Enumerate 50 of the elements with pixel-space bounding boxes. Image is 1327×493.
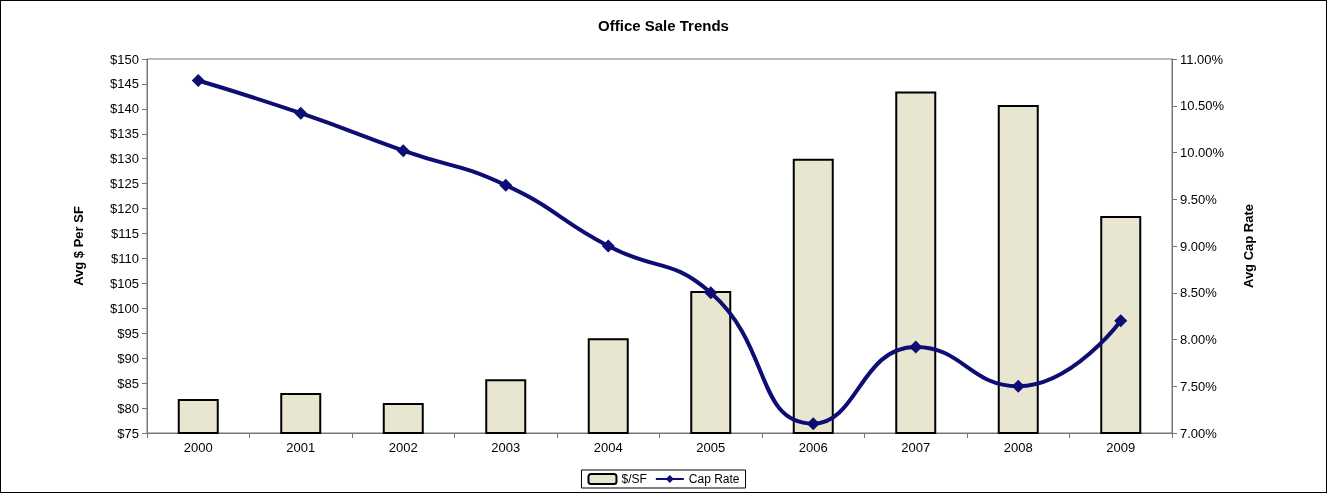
y2-tick-label: 7.50% — [1180, 378, 1218, 394]
point — [1114, 314, 1128, 328]
y2-tick-label: 10.50% — [1180, 98, 1225, 114]
x-tick-label: 2002 — [388, 440, 418, 455]
legend-label: Cap Rate — [688, 472, 740, 486]
y-tick-label: $80 — [117, 400, 139, 416]
point — [601, 239, 615, 253]
y-tick-label: $120 — [110, 201, 139, 217]
y-tick-label: $110 — [111, 250, 139, 266]
point — [806, 417, 820, 431]
point — [396, 144, 410, 158]
y2-tick-label: 11.00% — [1180, 51, 1224, 67]
y2-tick-label: 8.50% — [1180, 285, 1218, 301]
x-tick-label: 2003 — [491, 440, 521, 455]
x-tick-label: 2000 — [183, 440, 213, 455]
y2-tick-label: 8.00% — [1180, 332, 1218, 347]
y-tick-label: $85 — [117, 375, 139, 391]
y-axis-title: Avg $ Per SF — [71, 206, 86, 286]
point — [1011, 379, 1025, 393]
legend-label: $/SF — [621, 472, 647, 486]
x-tick-label: 2004 — [593, 440, 623, 455]
y2-tick-label: 7.00% — [1180, 425, 1218, 441]
y-tick-label: $150 — [110, 51, 139, 67]
x-tick-label: 2001 — [286, 440, 316, 455]
y-tick-label: $95 — [117, 325, 139, 341]
x-tick-label: 2008 — [1003, 440, 1033, 455]
y-tick-label: $140 — [110, 101, 139, 117]
point — [499, 178, 513, 192]
y-tick-label: $125 — [110, 176, 139, 192]
y2-tick-label: 9.50% — [1180, 191, 1218, 207]
y-tick-label: $130 — [110, 151, 139, 167]
point — [704, 286, 718, 300]
y-tick-label: $135 — [110, 126, 139, 142]
x-tick-label: 2009 — [1106, 440, 1136, 455]
x-tick-label: 2007 — [901, 440, 931, 455]
y2-tick-label: 9.00% — [1180, 238, 1218, 254]
x-tick-label: 2006 — [798, 440, 828, 455]
y-tick-label: $145 — [110, 76, 139, 92]
point — [909, 340, 923, 354]
y-tick-label: $115 — [111, 226, 139, 242]
y2-tick-label: 10.00% — [1180, 145, 1225, 160]
point — [294, 106, 308, 120]
y-tick-label: $90 — [117, 350, 139, 366]
x-tick-label: 2005 — [696, 440, 726, 455]
y-tick-label: $105 — [110, 275, 139, 291]
y-tick-label: $100 — [110, 300, 139, 316]
y2-axis-title: Avg Cap Rate — [1241, 203, 1256, 289]
point — [191, 74, 205, 87]
chart-title: Office Sale Trends — [598, 17, 729, 34]
y-tick-label: $75 — [117, 425, 139, 441]
